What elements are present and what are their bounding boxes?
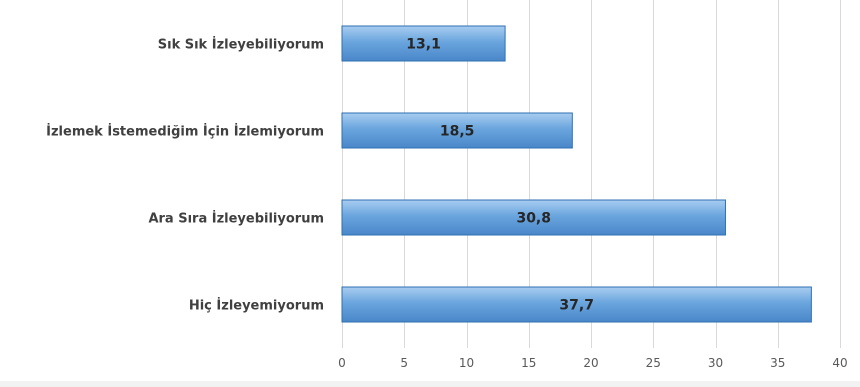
data-label: 37,7 — [559, 298, 594, 314]
data-label: 18,5 — [440, 124, 475, 140]
data-label: 13,1 — [406, 37, 441, 53]
x-tick-label: 30 — [708, 356, 723, 370]
category-label: Ara Sıra İzleyebiliyorum — [148, 211, 324, 227]
x-tick-label: 0 — [338, 356, 346, 370]
x-tick-label: 35 — [770, 356, 785, 370]
x-tick-label: 15 — [521, 356, 536, 370]
x-tick-label: 40 — [832, 356, 847, 370]
bar — [341, 112, 573, 149]
data-label: 30,8 — [516, 211, 551, 227]
x-tick-label: 10 — [459, 356, 474, 370]
x-tick-label: 5 — [400, 356, 408, 370]
x-axis-ticks: 0 5 10 15 20 25 30 35 40 — [338, 356, 847, 370]
category-label: İzlemek İstemediğim İçin İzlemiyorum — [46, 124, 324, 140]
bottom-strip — [0, 381, 860, 387]
bar — [341, 25, 506, 62]
category-label: Sık Sık İzleyebiliyorum — [158, 37, 324, 53]
bar — [341, 199, 726, 236]
x-tick-label: 25 — [646, 356, 661, 370]
x-tick-label: 20 — [583, 356, 598, 370]
category-label: Hiç İzleyemiyorum — [189, 298, 324, 314]
category-labels: Sık Sık İzleyebiliyorum İzlemek İstemediğ… — [46, 37, 324, 314]
bars: 13,1 18,5 30,8 37,7 — [341, 25, 812, 323]
bar — [341, 286, 812, 323]
